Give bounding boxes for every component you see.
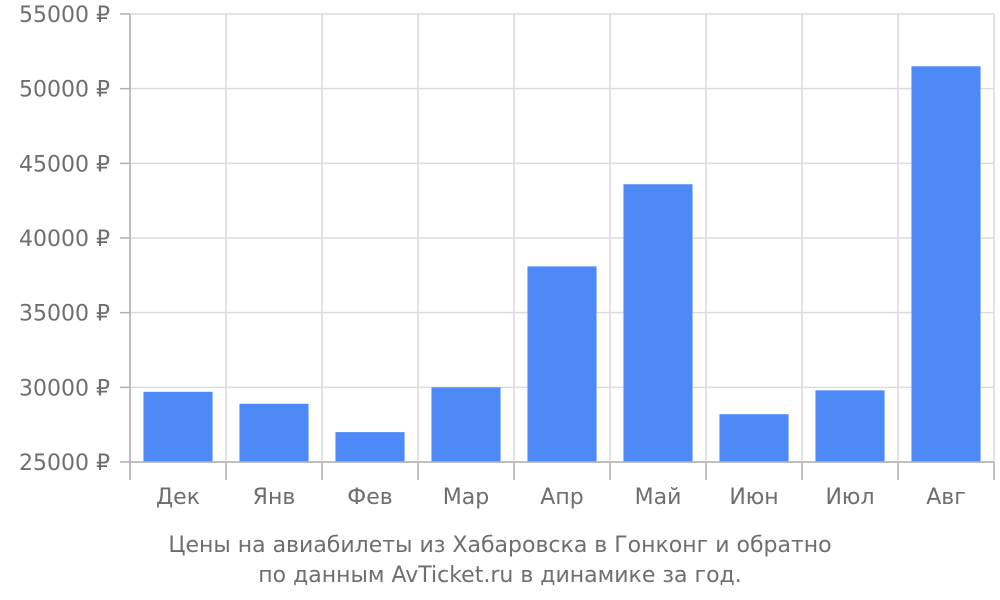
chart-axes xyxy=(120,13,995,480)
y-tick-label: 50000 ₽ xyxy=(19,78,110,103)
bar-Июн[interactable] xyxy=(719,414,789,462)
y-tick-label: 55000 ₽ xyxy=(19,3,110,28)
chart-caption-line-1: Цены на авиабилеты из Хабаровска в Гонко… xyxy=(168,533,832,558)
bar-Мар[interactable] xyxy=(431,387,501,462)
y-tick-label: 30000 ₽ xyxy=(19,376,110,401)
x-tick-label: Июн xyxy=(729,485,778,510)
x-tick-label: Дек xyxy=(156,485,200,510)
chart-grid xyxy=(129,13,995,463)
bar-Фев[interactable] xyxy=(335,432,405,462)
y-tick-label: 35000 ₽ xyxy=(19,302,110,327)
x-tick-label: Авг xyxy=(926,485,966,510)
x-tick-label: Фев xyxy=(347,485,392,510)
bar-Июл[interactable] xyxy=(815,390,885,462)
y-tick-label: 25000 ₽ xyxy=(19,451,110,476)
bar-Авг[interactable] xyxy=(911,66,981,463)
y-axis-labels: 25000 ₽ 30000 ₽ 35000 ₽ 40000 ₽ 45000 ₽ 50000… xyxy=(19,3,110,476)
x-tick-label: Май xyxy=(635,485,682,510)
x-tick-label: Июл xyxy=(825,485,874,510)
y-tick-label: 45000 ₽ xyxy=(19,152,110,177)
x-axis-labels: Дек Янв Фев Мар Апр Май Июн Июл Авг xyxy=(156,485,966,510)
bar-Май[interactable] xyxy=(623,184,693,463)
chart-caption-line-2: по данным AvTicket.ru в динамике за год. xyxy=(258,563,742,588)
x-tick-label: Мар xyxy=(443,485,489,510)
bar-Апр[interactable] xyxy=(527,266,597,462)
x-tick-label: Апр xyxy=(540,485,583,510)
chart-bars xyxy=(143,66,981,463)
bar-Дек[interactable] xyxy=(143,391,213,462)
y-tick-label: 40000 ₽ xyxy=(19,227,110,252)
bar-chart: 25000 ₽ 30000 ₽ 35000 ₽ 40000 ₽ 45000 ₽ 50000… xyxy=(19,3,995,510)
x-tick-label: Янв xyxy=(253,485,296,510)
bar-Янв[interactable] xyxy=(239,403,309,462)
